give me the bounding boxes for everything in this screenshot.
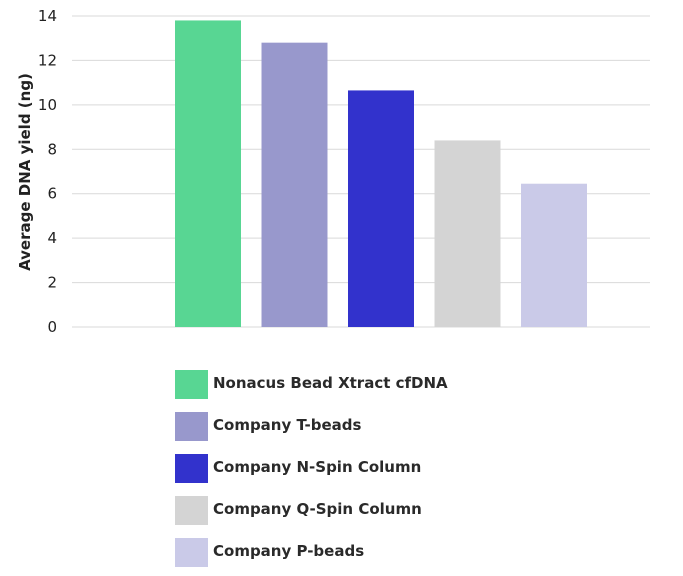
bar	[348, 90, 414, 328]
bars	[175, 20, 587, 328]
legend-label: Company N-Spin Column	[213, 458, 422, 476]
legend-label: Nonacus Bead Xtract cfDNA	[213, 374, 448, 392]
bar-chart: 0 2 4 6 8 10 12 14 Average DNA yield (ng)	[16, 7, 650, 336]
legend-swatch	[175, 412, 208, 441]
y-tick-label: 12	[38, 51, 57, 69]
legend-item: Company P-beads	[175, 534, 575, 576]
legend-item: Company Q-Spin Column	[175, 492, 575, 534]
y-tick-labels: 0 2 4 6 8 10 12 14	[38, 7, 57, 336]
legend-swatch	[175, 454, 208, 483]
y-tick-label: 10	[38, 96, 57, 114]
legend-swatch	[175, 496, 208, 525]
y-tick-label: 2	[47, 274, 57, 292]
legend-label: Company P-beads	[213, 542, 365, 560]
bar	[434, 140, 501, 327]
legend: Nonacus Bead Xtract cfDNA Company T-beads…	[175, 366, 575, 576]
legend-swatch	[175, 538, 208, 567]
legend-item: Company N-Spin Column	[175, 450, 575, 492]
y-tick-label: 14	[38, 7, 57, 25]
legend-swatch	[175, 370, 208, 399]
y-tick-label: 4	[47, 229, 57, 247]
y-tick-label: 0	[47, 318, 57, 336]
bar	[521, 183, 587, 327]
y-tick-label: 8	[47, 140, 57, 158]
bar	[261, 42, 328, 328]
y-axis-title: Average DNA yield (ng)	[16, 73, 34, 271]
legend-label: Company T-beads	[213, 416, 362, 434]
bar	[175, 20, 241, 327]
legend-item: Nonacus Bead Xtract cfDNA	[175, 366, 575, 408]
legend-label: Company Q-Spin Column	[213, 500, 422, 518]
legend-item: Company T-beads	[175, 408, 575, 450]
y-tick-label: 6	[47, 185, 57, 203]
